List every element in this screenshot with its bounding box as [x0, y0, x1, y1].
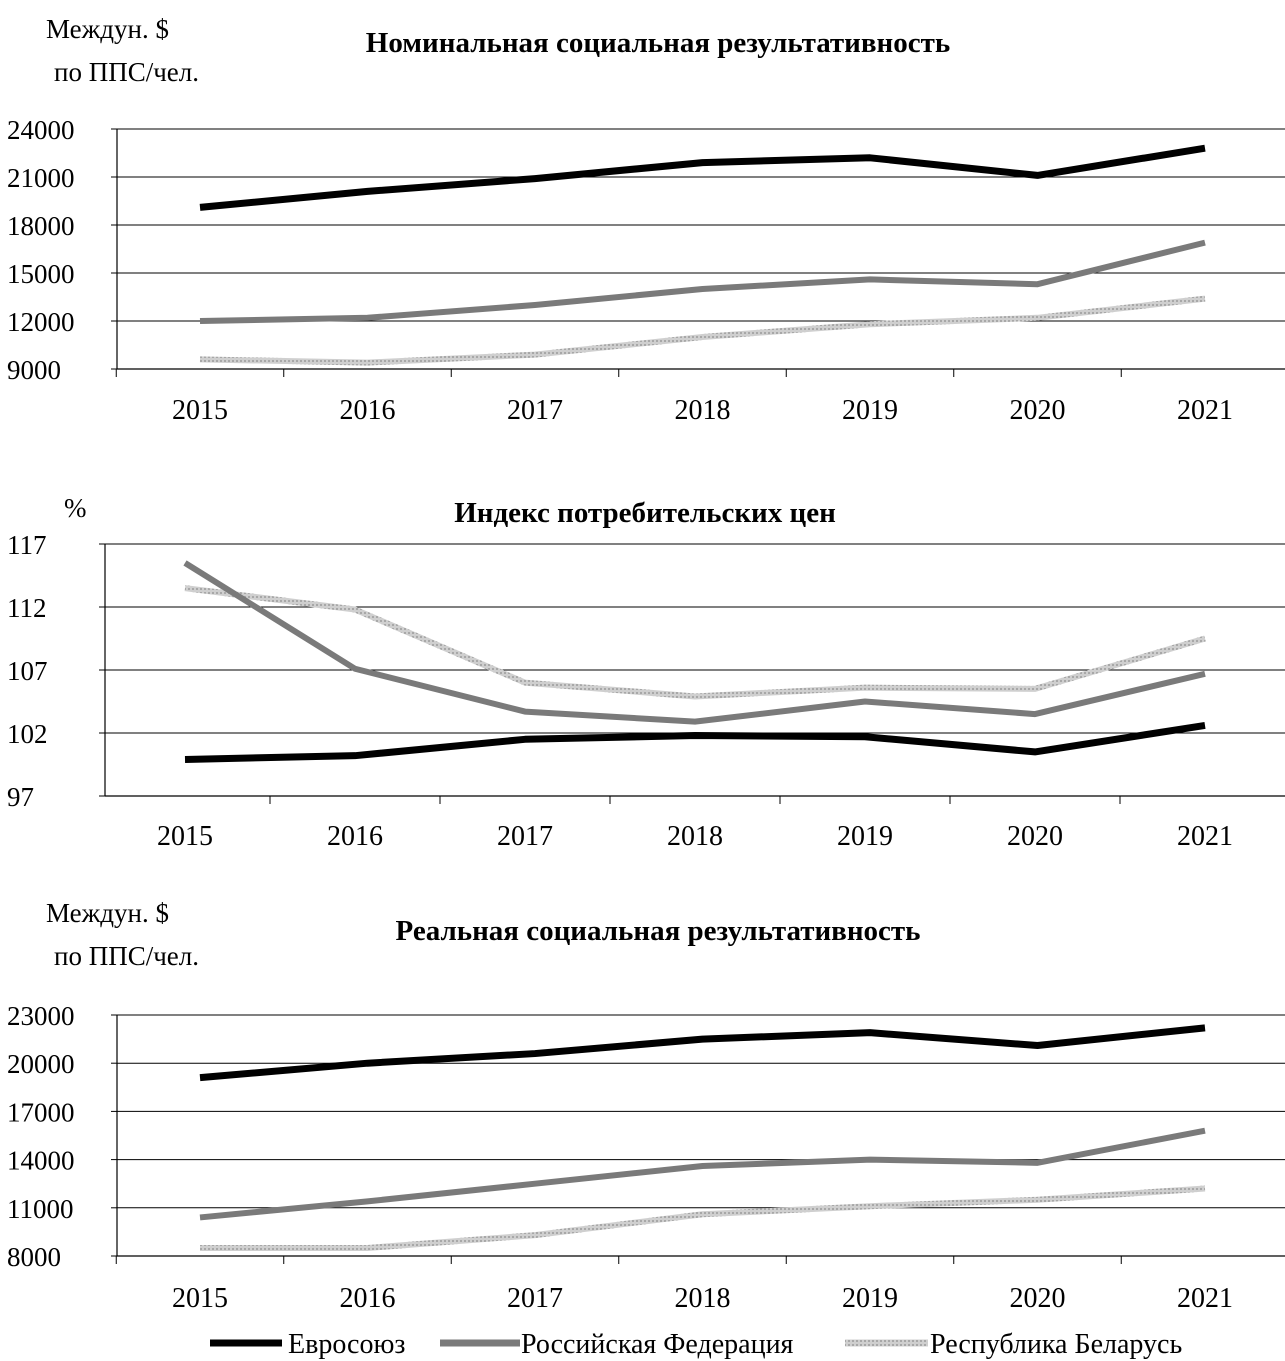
series-line-eu	[185, 725, 1205, 759]
y-tick-label: 112	[7, 593, 47, 623]
chart-title: Номинальная социальная результативность	[366, 27, 950, 59]
y-tick-label: 14000	[7, 1146, 75, 1176]
series-line-eu	[200, 148, 1205, 207]
x-tick-label: 2017	[507, 1283, 563, 1314]
x-tick-label: 2016	[327, 821, 383, 852]
legend: Евросоюз Российская Федерация Республика…	[210, 1329, 1182, 1360]
series-line-belarus	[200, 1189, 1205, 1248]
x-tick-label: 2018	[667, 821, 723, 852]
series-line-russia	[200, 243, 1205, 321]
legend-label-belarus: Республика Беларусь	[930, 1329, 1182, 1360]
y-tick-label: 107	[7, 656, 48, 686]
x-tick-label: 2019	[842, 1283, 898, 1314]
y-tick-label: 20000	[7, 1049, 75, 1079]
y-tick-label: 97	[7, 782, 34, 812]
x-tick-label: 2020	[1010, 395, 1066, 426]
y-axis-unit-label: %	[64, 493, 87, 523]
chart-2: Индекс потребительских цен% 97 102 107 112 11…	[7, 493, 1285, 852]
chart-1: Номинальная социальная результативность М…	[7, 14, 1285, 426]
series-line-eu	[200, 1028, 1205, 1078]
y-axis-unit-label: по ППС/чел.	[54, 57, 199, 87]
x-tick-label: 2016	[340, 395, 396, 426]
legend-label-russia: Российская Федерация	[521, 1329, 794, 1360]
y-tick-label: 17000	[7, 1097, 75, 1127]
y-axis-unit-label: Междун. $	[46, 14, 169, 44]
x-tick-label: 2017	[497, 821, 553, 852]
x-tick-label: 2015	[157, 821, 213, 852]
y-tick-label: 9000	[7, 355, 61, 385]
x-tick-label: 2021	[1177, 1283, 1233, 1314]
legend-label-eu: Евросоюз	[288, 1329, 405, 1360]
x-tick-label: 2020	[1007, 821, 1063, 852]
x-tick-label: 2021	[1177, 821, 1233, 852]
y-tick-label: 23000	[7, 1001, 75, 1031]
y-tick-label: 12000	[7, 307, 75, 337]
chart-3: Реальная социальная результативность Межд…	[7, 898, 1285, 1314]
series-line-russia	[200, 1131, 1205, 1218]
x-tick-label: 2019	[842, 395, 898, 426]
y-axis-unit-label: по ППС/чел.	[54, 941, 199, 971]
y-axis-unit-label: Междун. $	[46, 898, 169, 928]
y-tick-label: 15000	[7, 259, 75, 289]
chart-title: Реальная социальная результативность	[396, 915, 921, 947]
y-tick-label: 21000	[7, 163, 75, 193]
x-tick-label: 2019	[837, 821, 893, 852]
y-tick-label: 24000	[7, 115, 75, 145]
series-line-belarus	[200, 299, 1205, 363]
y-tick-label: 102	[7, 719, 48, 749]
y-tick-label: 11000	[7, 1194, 74, 1224]
x-tick-label: 2020	[1010, 1283, 1066, 1314]
x-tick-label: 2017	[507, 395, 563, 426]
x-tick-label: 2018	[675, 395, 731, 426]
x-tick-label: 2016	[340, 1283, 396, 1314]
x-tick-label: 2018	[675, 1283, 731, 1314]
y-tick-label: 8000	[7, 1242, 61, 1272]
y-tick-label: 117	[7, 530, 47, 560]
series-line-belarus	[185, 588, 1205, 696]
x-tick-label: 2015	[172, 1283, 228, 1314]
x-tick-label: 2015	[172, 395, 228, 426]
x-tick-label: 2021	[1177, 395, 1233, 426]
y-tick-label: 18000	[7, 211, 75, 241]
chart-title: Индекс потребительских цен	[454, 497, 836, 529]
